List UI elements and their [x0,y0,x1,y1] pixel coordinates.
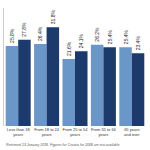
svg-text:25.4%: 25.4% [123,29,129,44]
svg-text:27.8%: 27.8% [21,22,27,37]
svg-text:From 25 to 54years: From 25 to 54years [63,127,89,137]
svg-text:31.8%: 31.8% [50,10,56,25]
svg-text:23.4%: 23.4% [135,36,141,51]
svg-text:25.8%: 25.8% [9,28,15,43]
svg-text:21.6%: 21.6% [66,41,72,56]
svg-text:25.4%: 25.4% [107,29,113,44]
svg-text:From 55 to 64years: From 55 to 64years [91,127,117,137]
svg-text:From 18 to 24years: From 18 to 24years [34,127,60,137]
svg-text:65 yearsand over: 65 yearsand over [124,127,140,137]
svg-text:26.4%: 26.4% [37,26,43,41]
svg-text:24.1%: 24.1% [78,33,84,48]
svg-text:26.2%: 26.2% [94,27,100,42]
svg-text:Retrieved 13 January 2016. Fig: Retrieved 13 January 2016. Figures for C… [6,143,120,147]
svg-text:Less than 18years: Less than 18years [7,127,31,137]
